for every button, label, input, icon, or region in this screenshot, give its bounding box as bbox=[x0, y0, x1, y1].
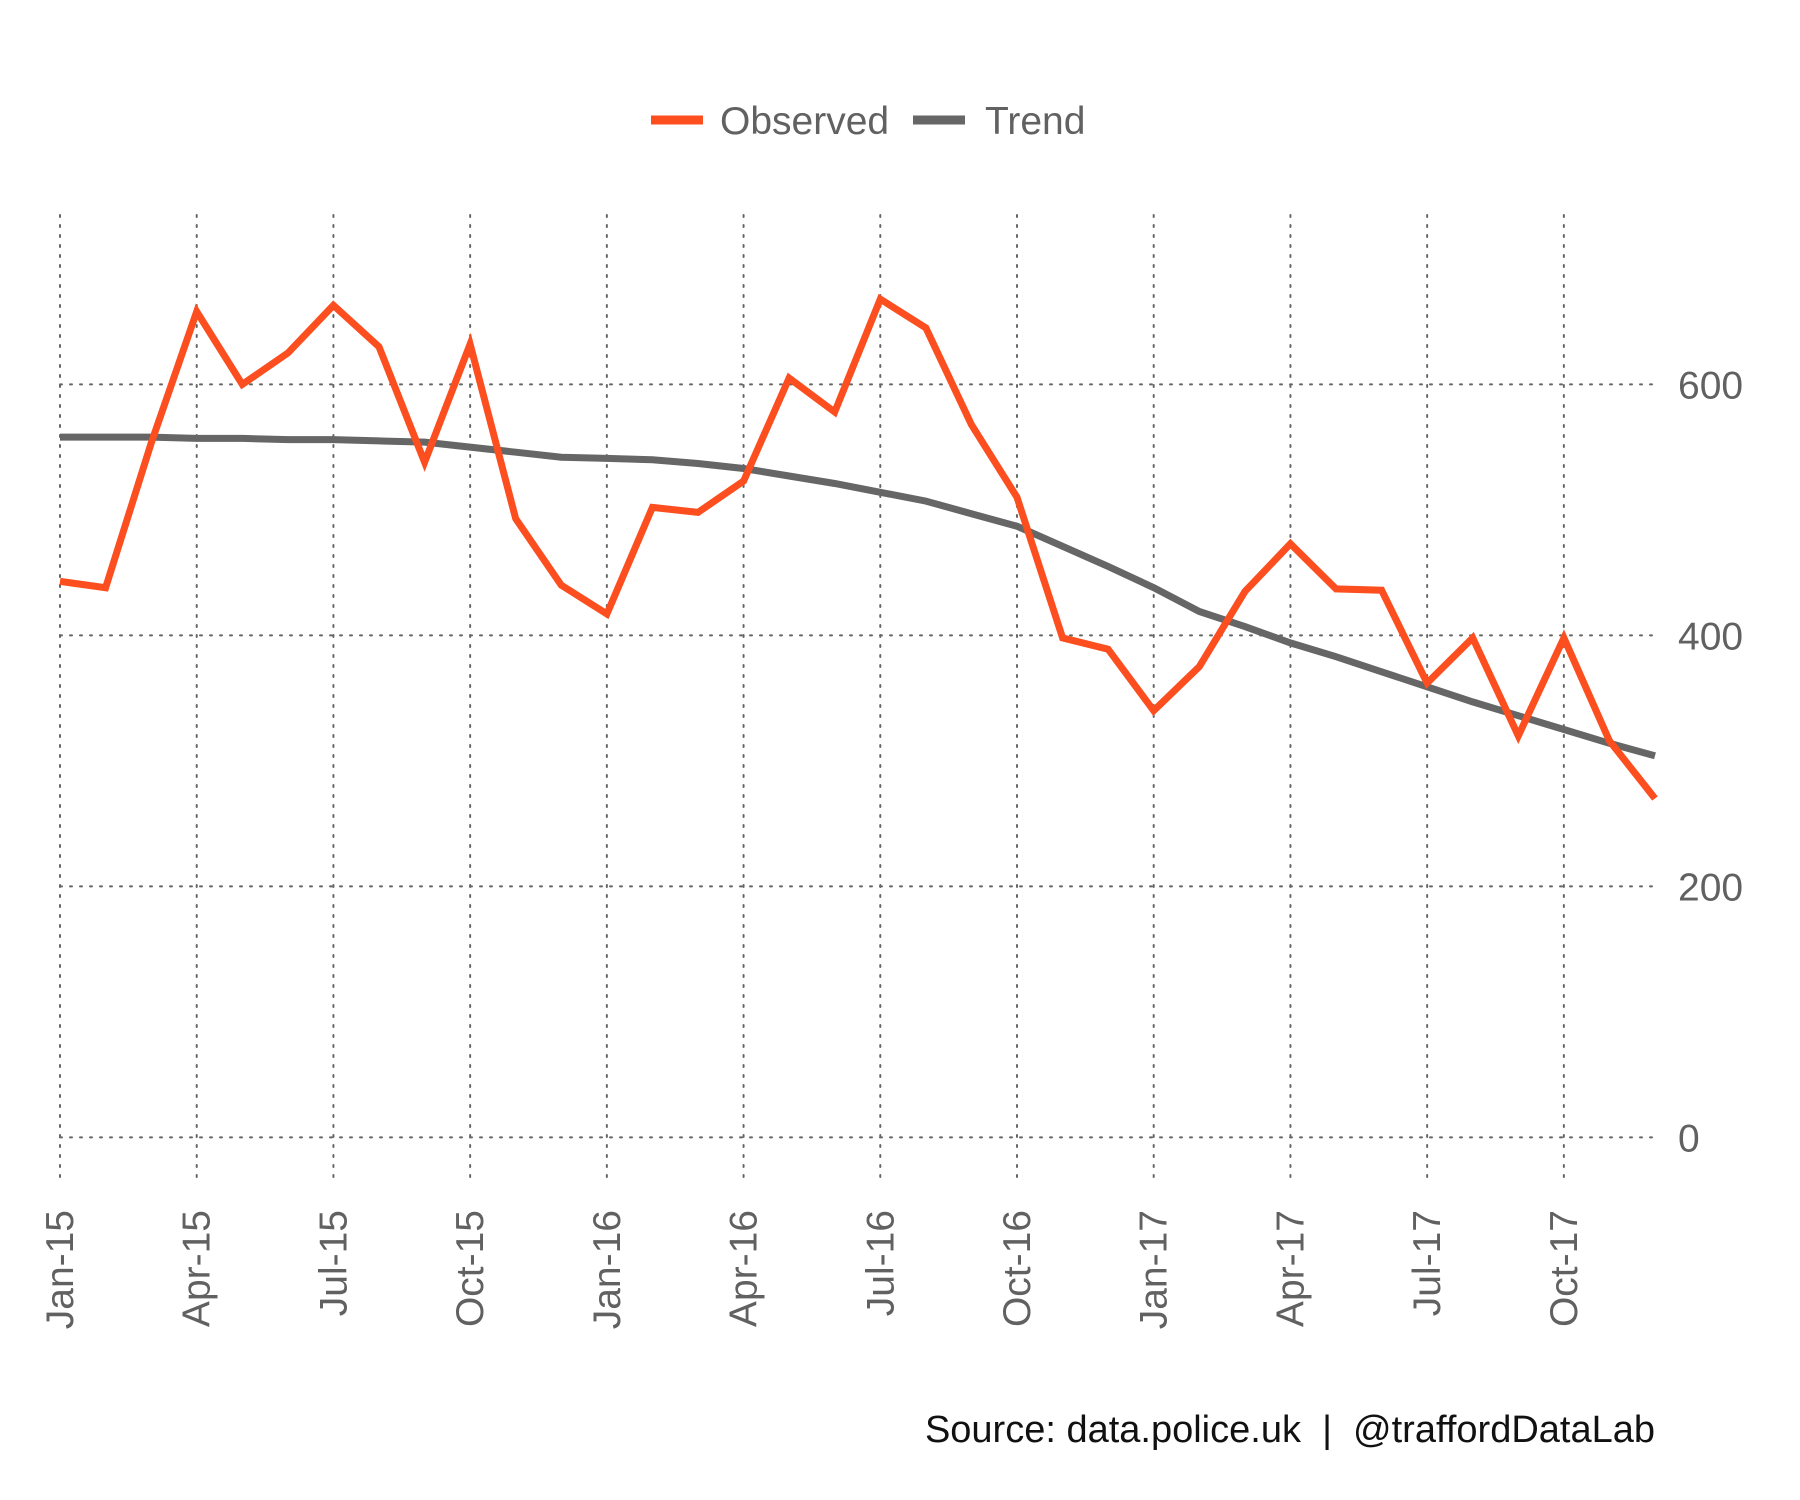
x-tick-label: Oct-17 bbox=[1543, 1210, 1586, 1327]
source-caption: Source: data.police.uk | @traffordDataLa… bbox=[925, 1409, 1655, 1451]
observed-series-line bbox=[59, 293, 1658, 801]
y-tick-label: 0 bbox=[1678, 1117, 1700, 1160]
legend: Observed Trend bbox=[651, 100, 1085, 143]
x-tick-label: Jan-17 bbox=[1133, 1210, 1176, 1329]
x-tick-label: Apr-15 bbox=[176, 1210, 219, 1327]
x-axis-tick-labels: Jan-15 Apr-15 Jul-15 Oct-15 Jan-16 Apr-16 Jul-… bbox=[39, 1210, 1586, 1329]
y-axis-tick-labels: 0 200 400 600 bbox=[1678, 364, 1743, 1160]
x-tick-label: Apr-17 bbox=[1269, 1210, 1312, 1327]
x-tick-label: Oct-16 bbox=[996, 1210, 1039, 1327]
x-tick-label: Jul-15 bbox=[312, 1210, 355, 1316]
y-tick-label: 400 bbox=[1678, 615, 1743, 658]
legend-trend-label: Trend bbox=[985, 100, 1085, 143]
gridlines bbox=[59, 214, 1656, 1186]
x-tick-label: Oct-15 bbox=[449, 1210, 492, 1327]
x-tick-label: Jan-16 bbox=[586, 1210, 629, 1329]
x-tick-label: Jul-17 bbox=[1406, 1210, 1449, 1316]
y-tick-label: 200 bbox=[1678, 866, 1743, 909]
x-tick-label: Apr-16 bbox=[723, 1210, 766, 1327]
y-tick-label: 600 bbox=[1678, 364, 1743, 407]
x-tick-label: Jan-15 bbox=[39, 1210, 82, 1329]
x-tick-label: Jul-16 bbox=[859, 1210, 902, 1316]
trend-series-line bbox=[60, 433, 1656, 760]
data-series bbox=[59, 293, 1658, 801]
legend-observed-label: Observed bbox=[720, 100, 889, 143]
